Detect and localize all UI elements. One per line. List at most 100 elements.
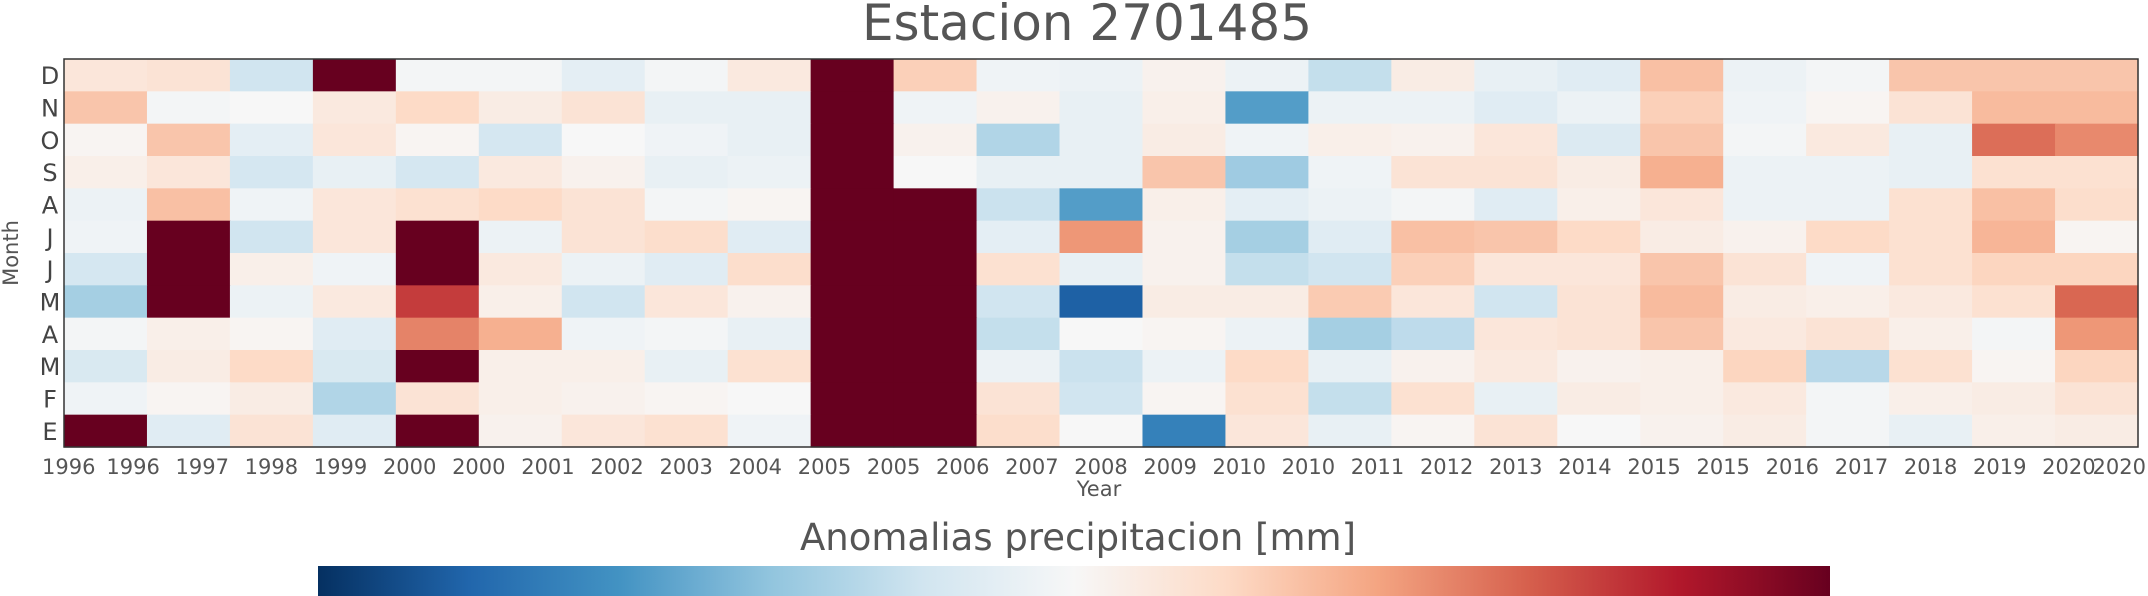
heatmap-cell (644, 220, 729, 254)
heatmap-cell (644, 59, 729, 92)
heatmap-cell (1308, 285, 1392, 319)
x-tick-label: 2002 (590, 455, 643, 479)
x-tick-label: 1998 (245, 455, 298, 479)
heatmap-cell (1723, 382, 1807, 416)
heatmap-cell (1640, 414, 1724, 448)
heatmap-cell (1806, 414, 1890, 448)
heatmap-cell (1723, 123, 1807, 157)
heatmap-cell (1889, 285, 1973, 319)
x-axis-label: Year (1076, 477, 1122, 501)
heatmap-cell (1059, 91, 1144, 125)
heatmap-cell (1806, 220, 1890, 254)
heatmap-cell (1142, 350, 1227, 383)
heatmap-cell (478, 382, 563, 416)
heatmap-cell (1225, 123, 1309, 157)
heatmap-cell (1889, 91, 1973, 125)
heatmap-cell (1225, 382, 1309, 416)
heatmap-cell (1474, 123, 1558, 157)
heatmap-cell (395, 220, 480, 254)
x-tick-label: 2010 (1213, 455, 1266, 479)
heatmap-cell (1972, 188, 2056, 222)
heatmap-cell (1557, 59, 1641, 92)
heatmap-cell (727, 317, 812, 351)
heatmap-cell (1225, 220, 1309, 254)
heatmap-cell (1308, 188, 1392, 222)
x-tick-label: 1996 (106, 455, 159, 479)
heatmap-cell (312, 220, 397, 254)
heatmap-cell (1225, 91, 1309, 125)
heatmap-cell (229, 414, 314, 448)
heatmap-cell (1640, 285, 1724, 319)
heatmap-cell (1557, 156, 1641, 189)
heatmap-cell (64, 123, 148, 157)
heatmap-cell (64, 188, 148, 222)
heatmap-cell (1972, 156, 2056, 189)
heatmap-cell (1225, 59, 1309, 92)
heatmap-cell (561, 156, 646, 189)
heatmap-cell (1225, 285, 1309, 319)
heatmap-cell (478, 188, 563, 222)
heatmap-cell (478, 253, 563, 286)
heatmap-cell (1391, 156, 1475, 189)
heatmap-cell (64, 414, 148, 448)
heatmap-cell (312, 317, 397, 351)
heatmap-cell (146, 350, 231, 383)
heatmap-cell (1723, 317, 1807, 351)
heatmap-cell (1391, 188, 1475, 222)
x-tick-label: 2000 (452, 455, 505, 479)
heatmap-cell (976, 414, 1061, 448)
heatmap-cell (1972, 123, 2056, 157)
heatmap-cell (1557, 317, 1641, 351)
x-tick-label: 2006 (936, 455, 989, 479)
heatmap-cell (1225, 414, 1309, 448)
heatmap-cell (1723, 414, 1807, 448)
heatmap-cell (1225, 253, 1309, 286)
heatmap-cell (1640, 220, 1724, 254)
heatmap-cell (312, 382, 397, 416)
heatmap-cell (1806, 350, 1890, 383)
heatmap-cell (478, 220, 563, 254)
heatmap-cell (1059, 285, 1144, 319)
y-tick-label: M (40, 353, 61, 381)
x-tick-label: 2012 (1420, 455, 1473, 479)
heatmap-cell (395, 350, 480, 383)
heatmap-cell (64, 220, 148, 254)
heatmap-cell (2055, 220, 2139, 254)
heatmap-cell (1142, 156, 1227, 189)
heatmap-cell (2055, 188, 2139, 222)
heatmap-cell (395, 188, 480, 222)
heatmap-cell (810, 382, 895, 416)
heatmap-cell (976, 382, 1061, 416)
heatmap-cell (1806, 317, 1890, 351)
heatmap-cell (1723, 156, 1807, 189)
heatmap-cell (1142, 285, 1227, 319)
heatmap-cell (1391, 350, 1475, 383)
heatmap-cell (1557, 285, 1641, 319)
heatmap-cell (1059, 382, 1144, 416)
heatmap-cell (1059, 350, 1144, 383)
heatmap-cell (976, 253, 1061, 286)
heatmap-cell (1391, 91, 1475, 125)
heatmap-cell (2055, 382, 2139, 416)
heatmap-cell (644, 350, 729, 383)
heatmap-cell (1059, 220, 1144, 254)
heatmap-cell (2055, 317, 2139, 351)
heatmap-cell (1142, 220, 1227, 254)
x-tick-label: 2018 (1904, 455, 1957, 479)
heatmap-cell (1806, 188, 1890, 222)
heatmap-cell (1640, 382, 1724, 416)
heatmap-cell (1391, 285, 1475, 319)
y-tick-label: S (42, 159, 57, 187)
heatmap-cell (64, 382, 148, 416)
heatmap-cell (727, 220, 812, 254)
heatmap-cell (1972, 382, 2056, 416)
heatmap-cell (64, 285, 148, 319)
heatmap-cell (1806, 156, 1890, 189)
heatmap-cell (561, 414, 646, 448)
heatmap-cell (1557, 382, 1641, 416)
heatmap-cell (478, 123, 563, 157)
heatmap-cell (1889, 220, 1973, 254)
heatmap-cell (1391, 414, 1475, 448)
heatmap-cell (1474, 91, 1558, 125)
heatmap-cell (1889, 382, 1973, 416)
